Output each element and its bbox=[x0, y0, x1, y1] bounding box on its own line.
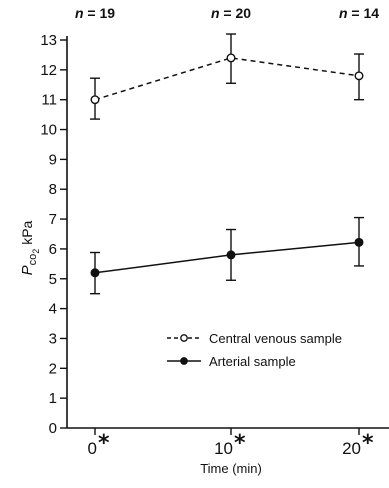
y-label-subscript-2: 2 bbox=[31, 249, 41, 254]
data-point bbox=[90, 268, 100, 278]
x-tick-label: 0 bbox=[88, 439, 97, 458]
series-arterial bbox=[90, 216, 364, 295]
data-series bbox=[90, 33, 364, 295]
y-tick-label: 0 bbox=[49, 420, 57, 437]
sample-size-labels: n = 19 n = 20 n = 14 bbox=[75, 5, 379, 21]
x-tick-asterisk: * bbox=[98, 431, 110, 456]
y-label-symbol: P bbox=[19, 265, 36, 275]
y-tick-label: 13 bbox=[40, 32, 57, 49]
legend-marker bbox=[180, 334, 188, 342]
sample-size-label: n = 19 bbox=[75, 5, 115, 21]
y-tick-label: 6 bbox=[49, 241, 57, 258]
sample-size-var: n bbox=[339, 5, 348, 21]
y-tick-label: 12 bbox=[40, 62, 57, 79]
y-tick-label: 9 bbox=[49, 151, 57, 168]
y-tick-label: 1 bbox=[49, 390, 57, 407]
data-point bbox=[354, 71, 364, 81]
y-tick-label: 2 bbox=[49, 360, 57, 377]
data-point bbox=[90, 95, 100, 105]
legend-label: Arterial sample bbox=[209, 354, 296, 369]
sample-size-value: 14 bbox=[363, 5, 379, 21]
data-point bbox=[226, 53, 236, 63]
sample-size-var: n bbox=[211, 5, 220, 21]
legend-entry: Arterial sample bbox=[167, 354, 296, 369]
sample-size-eq: = bbox=[84, 5, 100, 21]
y-tick-label: 5 bbox=[49, 271, 57, 288]
legend-entry: Central venous sample bbox=[167, 331, 342, 346]
axes bbox=[66, 36, 389, 429]
sample-size-var: n bbox=[75, 5, 84, 21]
sample-size-eq: = bbox=[220, 5, 236, 21]
series-line bbox=[94, 57, 360, 101]
data-point bbox=[226, 250, 236, 260]
data-point bbox=[354, 237, 364, 247]
series-line bbox=[94, 241, 360, 274]
sample-size-value: 19 bbox=[99, 5, 115, 21]
x-axis-label: Time (min) bbox=[200, 461, 262, 476]
y-tick-label: 7 bbox=[49, 211, 57, 228]
x-axis-ticks: 0 * 10 * 20 * bbox=[88, 428, 374, 458]
legend-label: Central venous sample bbox=[209, 331, 342, 346]
x-tick-asterisk: * bbox=[234, 431, 246, 456]
sample-size-value: 20 bbox=[235, 5, 251, 21]
x-tick-label: 20 bbox=[342, 439, 361, 458]
y-tick-label: 8 bbox=[49, 181, 57, 198]
series-central-venous bbox=[90, 33, 364, 120]
sample-size-label: n = 20 bbox=[211, 5, 251, 21]
y-tick-label: 4 bbox=[49, 301, 57, 318]
y-axis-label: Pco2 kPa bbox=[19, 220, 41, 275]
x-tick-asterisk: * bbox=[362, 431, 374, 456]
sample-size-label: n = 14 bbox=[339, 5, 379, 21]
y-tick-label: 10 bbox=[40, 122, 57, 139]
x-tick-label: 10 bbox=[214, 439, 233, 458]
y-tick-label: 11 bbox=[41, 92, 57, 109]
legend-marker bbox=[180, 357, 188, 365]
y-tick-label: 3 bbox=[49, 330, 57, 347]
y-label-subscript: co bbox=[27, 254, 39, 266]
legend: Central venous sample Arterial sample bbox=[167, 331, 342, 369]
y-label-unit: kPa bbox=[19, 220, 35, 248]
sample-size-eq: = bbox=[348, 5, 364, 21]
